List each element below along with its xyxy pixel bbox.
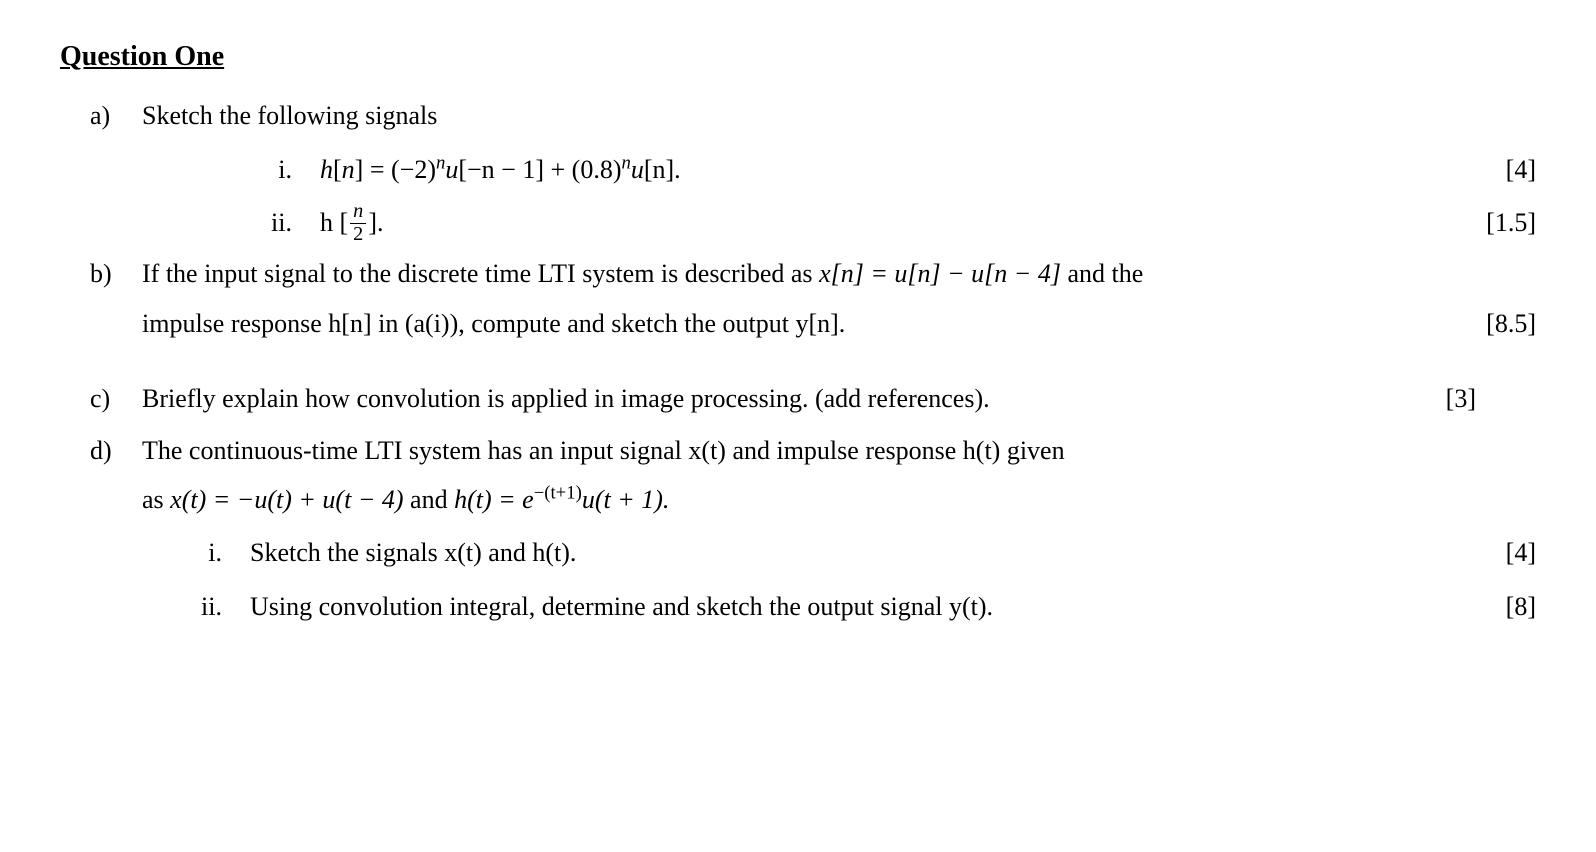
d-i-marks: [4] xyxy=(1506,528,1536,577)
d-l2-x: x xyxy=(170,485,182,514)
a-ii-close: ]. xyxy=(368,208,383,237)
part-d-body: The continuous-time LTI system has an in… xyxy=(142,426,1536,632)
d-l2-b: (t) = −u(t) + u(t − 4) xyxy=(182,485,404,514)
question-page: Question One a) Sketch the following sig… xyxy=(0,0,1596,671)
a-i-u1: u xyxy=(445,155,458,184)
part-c-marks: [3] xyxy=(1446,374,1476,423)
part-a-ii: ii. h [n2]. [1.5] xyxy=(142,198,1536,247)
part-d-i-label: i. xyxy=(142,528,250,577)
a-i-exp2: n xyxy=(621,152,630,173)
part-a-i-body: h[n] = (−2)nu[−n − 1] + (0.8)nu[n]. [4] xyxy=(320,145,1536,194)
d-l2-d: (t) = e xyxy=(467,485,534,514)
a-i-h: h xyxy=(320,155,333,184)
d-l2-exp: −(t+1) xyxy=(534,482,582,503)
a-ii-den: 2 xyxy=(350,224,366,245)
part-d-ii-label: ii. xyxy=(142,582,250,631)
part-b-line2-row: impulse response h[n] in (a(i)), compute… xyxy=(142,299,1536,348)
part-a-text: Sketch the following signals xyxy=(142,91,1536,140)
d-l2-c: and xyxy=(404,485,455,514)
d-l2-h: h xyxy=(454,485,467,514)
a-i-n: n xyxy=(342,155,355,184)
b-l1-c: and the xyxy=(1061,259,1143,288)
part-c: c) Briefly explain how convolution is ap… xyxy=(60,374,1536,423)
a-i-eq: = (−2) xyxy=(363,155,436,184)
d-i-text: Sketch the signals x(t) and h(t). xyxy=(250,538,576,567)
a-i-u2: u xyxy=(631,155,644,184)
b-l1-x: x xyxy=(819,259,831,288)
a-ii-frac: n2 xyxy=(350,201,366,245)
part-d-line1: The continuous-time LTI system has an in… xyxy=(142,426,1536,475)
b-l1-b: [n] = u[n] − u[n − 4] xyxy=(831,259,1061,288)
part-b-line2: impulse response h[n] in (a(i)), compute… xyxy=(142,309,845,338)
a-ii-open: [ xyxy=(340,208,349,237)
part-a-ii-body: h [n2]. [1.5] xyxy=(320,198,1536,247)
part-a-i: i. h[n] = (−2)nu[−n − 1] + (0.8)nu[n]. [… xyxy=(142,145,1536,194)
part-d-ii: ii. Using convolution integral, determin… xyxy=(142,582,1536,631)
a-i-arg2: [n]. xyxy=(644,155,681,184)
d-ii-text: Using convolution integral, determine an… xyxy=(250,592,993,621)
a-ii-h: h xyxy=(320,208,340,237)
a-i-exp1: n xyxy=(436,152,445,173)
part-b: b) If the input signal to the discrete t… xyxy=(60,249,1536,348)
a-i-arg1: [−n − 1] + (0.8) xyxy=(458,155,621,184)
part-c-body: Briefly explain how convolution is appli… xyxy=(142,374,1536,423)
d-l2-e: u(t + 1). xyxy=(582,485,670,514)
part-c-text: Briefly explain how convolution is appli… xyxy=(142,384,990,413)
part-a-ii-label: ii. xyxy=(142,198,320,247)
a-i-marks: [4] xyxy=(1506,145,1536,194)
a-i-bo: [ xyxy=(333,155,342,184)
d-ii-marks: [8] xyxy=(1506,582,1536,631)
a-ii-marks: [1.5] xyxy=(1486,198,1536,247)
a-ii-num: n xyxy=(350,201,366,223)
part-d-label: d) xyxy=(60,426,142,475)
spacer-bc xyxy=(60,348,1536,372)
d-l2-a: as xyxy=(142,485,170,514)
part-a-body: Sketch the following signals i. h[n] = (… xyxy=(142,91,1536,247)
part-b-marks: [8.5] xyxy=(1486,299,1536,348)
part-b-body: If the input signal to the discrete time… xyxy=(142,249,1536,348)
b-l1-a: If the input signal to the discrete time… xyxy=(142,259,819,288)
part-c-label: c) xyxy=(60,374,142,423)
part-a-label: a) xyxy=(60,91,142,140)
part-b-line1: If the input signal to the discrete time… xyxy=(142,249,1536,298)
part-d: d) The continuous-time LTI system has an… xyxy=(60,426,1536,632)
part-d-i-body: Sketch the signals x(t) and h(t). [4] xyxy=(250,528,1536,577)
question-title: Question One xyxy=(60,30,1536,83)
part-b-label: b) xyxy=(60,249,142,298)
part-a: a) Sketch the following signals i. h[n] … xyxy=(60,91,1536,247)
part-d-line2: as x(t) = −u(t) + u(t − 4) and h(t) = e−… xyxy=(142,475,1536,524)
part-d-i: i. Sketch the signals x(t) and h(t). [4] xyxy=(142,528,1536,577)
part-a-i-label: i. xyxy=(142,145,320,194)
part-d-ii-body: Using convolution integral, determine an… xyxy=(250,582,1536,631)
